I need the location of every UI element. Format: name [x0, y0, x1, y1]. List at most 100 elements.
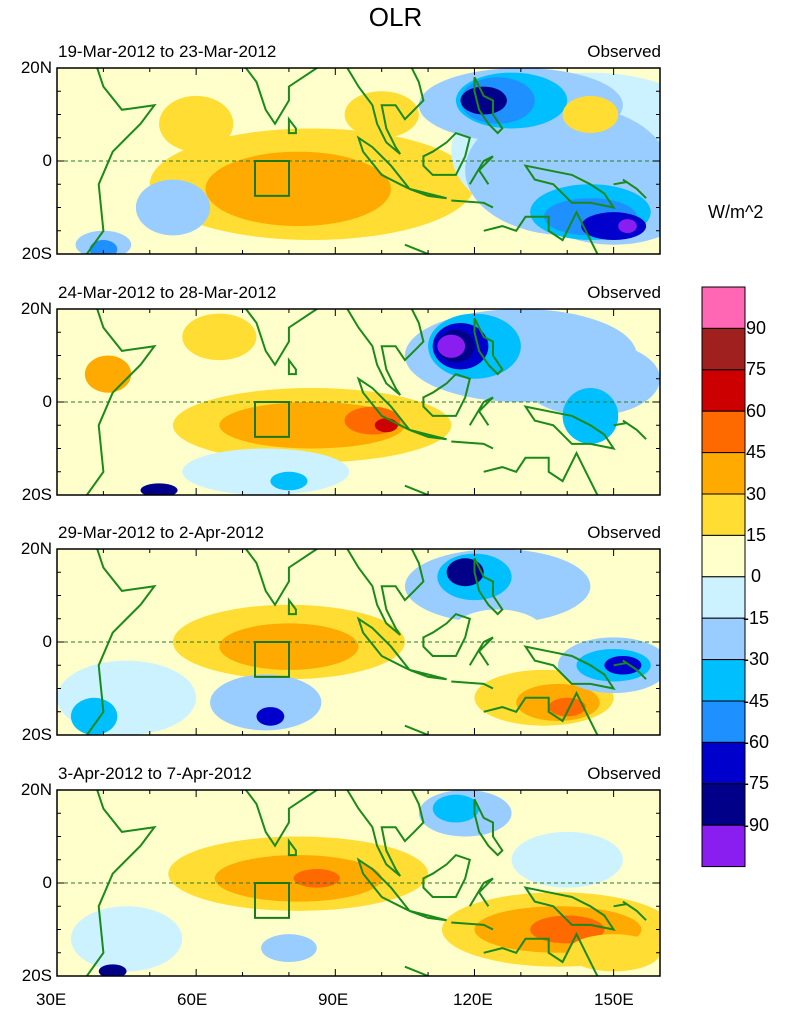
coastline [523, 645, 616, 690]
panel-3-period: 29-Mar-2012 to 2-Apr-2012 [58, 523, 265, 542]
olr-contour-region [89, 240, 118, 254]
olr-contour-region [548, 697, 586, 717]
olr-contour-region [70, 906, 183, 972]
coastline [287, 357, 297, 376]
colorbar-swatch [701, 493, 746, 536]
colorbar-label: -75 [742, 773, 770, 794]
coastline [422, 853, 471, 898]
olr-contour-region [437, 334, 466, 358]
coastline [287, 116, 297, 135]
olr-contour-region [210, 674, 322, 731]
coastline [613, 659, 647, 680]
panel-1-period: 19-Mar-2012 to 23-Mar-2012 [58, 42, 277, 61]
olr-contour-region [84, 355, 132, 393]
colorbar-label: 60 [745, 400, 767, 421]
colorbar-swatch [701, 659, 746, 702]
coastline [483, 209, 599, 254]
coastline [409, 668, 494, 690]
olr-contour-region [270, 471, 308, 491]
lat-tick-2-1: 0 [42, 392, 52, 411]
lon-tick-120e: 120E [453, 990, 493, 1009]
olr-contour-region [567, 934, 660, 972]
coastline [473, 76, 504, 135]
coastline [85, 549, 157, 735]
olr-contour-region [159, 95, 234, 152]
olr-contour-region [451, 609, 545, 656]
coastline [244, 68, 320, 126]
coastline [287, 838, 297, 857]
colorbar-swatch [701, 783, 746, 826]
lat-tick-3-2: 20S [21, 725, 52, 744]
region-box [254, 882, 290, 919]
colorbar-swatch [701, 534, 746, 578]
panel-3-label: Observed [587, 523, 661, 542]
coastline [473, 317, 504, 376]
coastline [85, 790, 157, 976]
coastline [483, 690, 599, 735]
map-panel-1 [56, 67, 661, 255]
coastline [468, 877, 494, 907]
map-panel-2 [56, 308, 661, 496]
coastline [404, 243, 431, 254]
colorbar-label: -30 [742, 649, 770, 670]
olr-contour-region [344, 91, 419, 138]
olr-contour-region [520, 341, 660, 416]
lat-tick-3-1: 0 [42, 632, 52, 651]
coastline [404, 484, 431, 495]
colorbar-label: 15 [745, 525, 767, 545]
coastline [287, 597, 297, 616]
coastline [409, 428, 494, 450]
panel-1-label: Observed [587, 42, 661, 61]
coastline [473, 798, 504, 857]
map-panel-4 [56, 789, 661, 977]
coastline [523, 886, 616, 931]
olr-contour-region [618, 219, 637, 234]
region-box [254, 160, 290, 197]
colorbar-label: -60 [742, 732, 770, 752]
coastline [356, 135, 411, 190]
lat-tick-2-2: 20S [21, 485, 52, 504]
coastline [483, 450, 599, 495]
olr-contour-region [135, 179, 211, 236]
colorbar-swatch [701, 617, 746, 661]
colorbar-units: W/m^2 [708, 202, 764, 222]
olr-contour-region [530, 915, 605, 944]
coastline [422, 612, 471, 657]
olr-contour-region [432, 794, 480, 823]
colorbar-swatch [701, 327, 746, 371]
coastline [483, 931, 599, 976]
coastline [346, 309, 425, 396]
colorbar-swatch [701, 700, 746, 743]
lon-tick-150e: 150E [594, 990, 634, 1009]
colorbar-swatch [701, 410, 746, 454]
colorbar-label: 75 [745, 359, 767, 380]
coastline [468, 155, 494, 185]
colorbar [701, 286, 746, 868]
colorbar-swatch [701, 741, 746, 785]
coastline [613, 900, 647, 921]
coastline [346, 549, 425, 636]
coastline [404, 724, 431, 735]
coastline [523, 405, 616, 450]
coastline [85, 68, 157, 254]
colorbar-label: 0 [750, 566, 762, 587]
colorbar-label: -90 [742, 814, 770, 835]
olr-contour-region [374, 418, 398, 433]
lon-tick-30e: 30E [36, 990, 67, 1009]
coastline [244, 790, 320, 848]
coastline [468, 396, 494, 426]
olr-contour-region [460, 86, 507, 115]
olr-contour-region [205, 151, 391, 227]
coastline [409, 909, 494, 931]
lat-tick-4-2: 20S [21, 966, 52, 985]
coastline [473, 557, 504, 616]
colorbar-swatch [701, 452, 746, 495]
coastline [613, 419, 647, 440]
map-panel-3 [56, 548, 661, 736]
coastline [356, 376, 411, 431]
colorbar-label: 90 [745, 318, 767, 338]
colorbar-swatch [701, 286, 746, 329]
lat-tick-3-0: 20N [20, 539, 52, 558]
colorbar-label: 30 [745, 483, 767, 504]
